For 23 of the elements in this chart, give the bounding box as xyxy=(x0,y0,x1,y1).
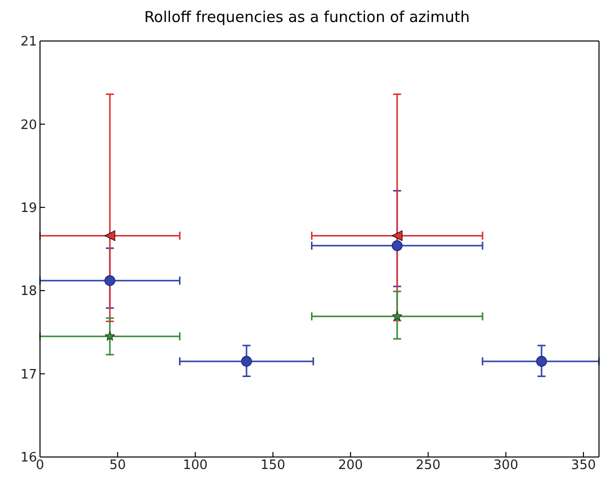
y-tick-label: 17 xyxy=(20,367,37,382)
point xyxy=(392,311,402,321)
y-tick-label: 19 xyxy=(20,201,37,216)
y-tick-label: 18 xyxy=(20,284,37,300)
x-tick-label: 300 xyxy=(493,458,518,474)
y-tick-label: 21 xyxy=(20,34,37,50)
x-tick-label: 250 xyxy=(416,458,441,474)
point xyxy=(104,230,116,241)
point xyxy=(392,240,403,252)
x-tick-label: 150 xyxy=(260,458,286,474)
point xyxy=(104,331,115,341)
chart-title: Rolloff frequencies as a function of azimuth xyxy=(143,8,471,28)
y-tick-label: 20 xyxy=(20,118,37,133)
point xyxy=(536,356,547,367)
x-tick-label: 200 xyxy=(338,458,363,474)
point xyxy=(241,356,252,367)
x-tick-label: 50 xyxy=(109,458,126,474)
x-tick-label: 0 xyxy=(36,458,44,474)
x-tick-label: 100 xyxy=(182,458,208,474)
x-tick-label: 350 xyxy=(571,458,596,474)
point xyxy=(392,230,402,241)
point xyxy=(104,275,116,286)
y-tick-label: 16 xyxy=(20,450,37,466)
